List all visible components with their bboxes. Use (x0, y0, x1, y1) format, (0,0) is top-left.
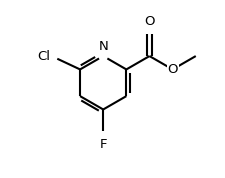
Text: N: N (98, 40, 108, 53)
Text: O: O (144, 15, 154, 28)
Text: F: F (99, 138, 106, 151)
Text: O: O (167, 63, 177, 76)
Text: Cl: Cl (37, 49, 50, 63)
